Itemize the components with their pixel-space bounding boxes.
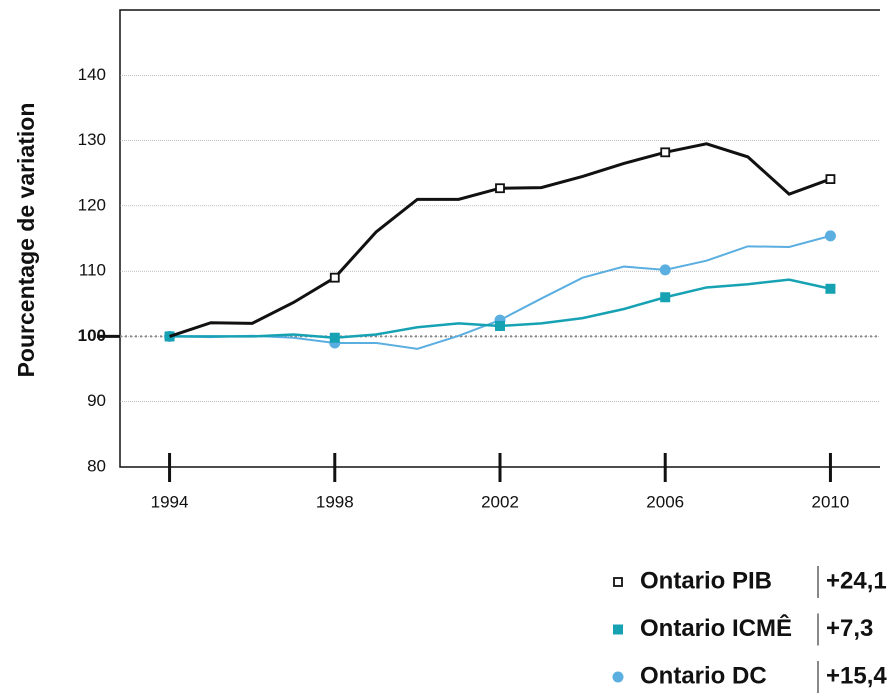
y-tick-label: 140 <box>78 65 106 84</box>
legend-marker <box>613 577 623 587</box>
x-tick-label: 1998 <box>316 492 354 511</box>
legend-marker <box>612 671 624 683</box>
plot-frame <box>119 9 880 468</box>
y-tick-label: 110 <box>79 261 106 280</box>
legend-change: +24,1 <box>826 567 887 594</box>
series-marker <box>660 147 671 158</box>
y-tick-label: 130 <box>78 130 106 149</box>
x-tick-label: 1994 <box>151 492 189 511</box>
y-tick-label: 100 <box>78 326 106 345</box>
y-tick-label: 120 <box>78 195 106 214</box>
legend-marker <box>613 624 623 635</box>
y-tick-label: 80 <box>87 456 106 475</box>
series-marker <box>824 230 836 242</box>
series-marker <box>329 272 340 283</box>
series-line <box>169 142 831 338</box>
x-tick-label: 2006 <box>646 492 684 511</box>
series-marker <box>329 332 340 343</box>
legend-label: Ontario ICMÊ <box>640 614 792 642</box>
legend-label: Ontario DC <box>640 662 767 689</box>
legend-label: Ontario PIB <box>640 567 772 594</box>
y-tick-label: 90 <box>87 391 106 410</box>
series-marker <box>495 320 505 331</box>
legend-change: +7,3 <box>826 615 873 642</box>
x-tick-label: 2010 <box>812 492 850 511</box>
x-tick-label: 2002 <box>481 492 519 511</box>
legend-change: +15,4 <box>826 662 887 689</box>
series-marker <box>495 183 505 194</box>
series-marker <box>825 283 836 294</box>
series-line <box>169 234 831 350</box>
series-marker <box>825 174 836 184</box>
y-axis-label: Pourcentage de variation <box>13 103 39 378</box>
series-marker <box>660 292 671 303</box>
series-marker <box>659 264 671 276</box>
